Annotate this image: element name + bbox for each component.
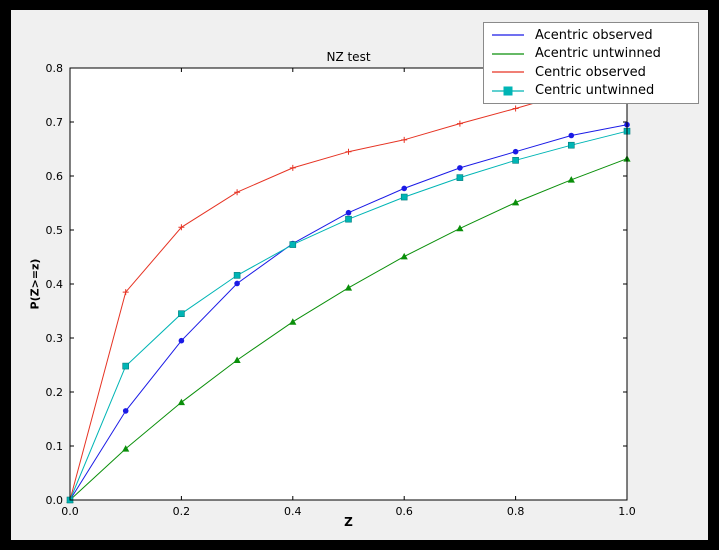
x-tick-label: 0.6 bbox=[395, 505, 413, 518]
legend-item-acentric-untwinned: Acentric untwinned bbox=[490, 45, 692, 63]
circle-marker-icon bbox=[512, 148, 519, 155]
x-axis-label: Z bbox=[344, 515, 353, 529]
plot-area: 0.0 0.2 0.4 0.6 0.8 1.0 0.0 0.1 0.2 0.3 0.4 0.5 0.6 0… bbox=[46, 62, 636, 518]
y-tick-label: 0.2 bbox=[46, 386, 64, 399]
triangle-marker-icon bbox=[400, 252, 408, 260]
plus-marker-icon bbox=[234, 189, 241, 196]
square-marker-icon bbox=[233, 272, 241, 279]
y-tick-label: 0.5 bbox=[46, 224, 64, 237]
plus-marker-icon bbox=[512, 105, 519, 112]
square-marker-icon bbox=[178, 310, 185, 318]
plus-marker-icon bbox=[401, 136, 408, 143]
legend-label: Acentric observed bbox=[535, 27, 653, 43]
y-tick-label: 0.6 bbox=[46, 170, 64, 183]
legend-label: Centric untwinned bbox=[535, 83, 655, 99]
figure: 0.0 0.2 0.4 0.6 0.8 1.0 0.0 0.1 0.2 0.3 0.4 0.5 0.6 0… bbox=[11, 10, 708, 540]
plus-marker-icon bbox=[178, 224, 185, 231]
axes-frame bbox=[69, 67, 628, 501]
circle-marker-icon bbox=[401, 185, 408, 192]
plus-marker-icon bbox=[456, 120, 463, 127]
triangle-marker-icon bbox=[344, 284, 353, 291]
y-tick-label: 0.8 bbox=[46, 62, 64, 75]
triangle-marker-icon bbox=[122, 445, 130, 452]
x-tick-label: 0.2 bbox=[173, 505, 191, 518]
y-tick-label: 0.4 bbox=[46, 278, 64, 291]
triangle-marker-icon bbox=[289, 318, 297, 325]
triangle-marker-icon bbox=[456, 224, 464, 232]
y-tick-label: 0.0 bbox=[46, 494, 64, 507]
circle-marker-icon bbox=[568, 132, 575, 139]
circle-marker-icon bbox=[234, 280, 240, 287]
square-marker-icon bbox=[456, 174, 464, 181]
square-marker-icon bbox=[512, 157, 519, 164]
x-tick-label: 0.8 bbox=[507, 505, 525, 518]
series-centric-untwinned bbox=[66, 127, 631, 504]
series-acentric-untwinned bbox=[66, 155, 631, 503]
x-tick-label: 1.0 bbox=[618, 505, 636, 518]
legend-sample-line bbox=[492, 53, 524, 55]
triangle-marker-icon bbox=[233, 356, 241, 364]
x-tick-label: 0.0 bbox=[61, 505, 79, 518]
y-tick-label: 0.1 bbox=[46, 440, 64, 453]
triangle-marker-icon bbox=[177, 398, 185, 406]
legend-item-acentric-observed: Acentric observed bbox=[490, 26, 692, 44]
plus-marker-icon bbox=[289, 164, 296, 171]
circle-marker-icon bbox=[178, 337, 185, 344]
legend: Acentric observed Acentric untwinned Cen… bbox=[483, 22, 699, 104]
plus-marker-icon bbox=[122, 289, 129, 296]
axes-background bbox=[70, 68, 627, 500]
chart-title: NZ test bbox=[326, 50, 371, 64]
square-marker-icon bbox=[289, 241, 297, 248]
plus-marker-icon bbox=[345, 148, 352, 155]
legend-sample-line bbox=[492, 71, 524, 73]
legend-label: Acentric untwinned bbox=[535, 46, 661, 62]
square-marker-icon bbox=[400, 193, 408, 201]
legend-label: Centric observed bbox=[535, 64, 646, 80]
legend-item-centric-observed: Centric observed bbox=[490, 63, 692, 81]
square-marker-icon bbox=[345, 215, 352, 223]
circle-marker-icon bbox=[122, 408, 129, 414]
square-marker-icon bbox=[567, 141, 575, 149]
triangle-marker-icon bbox=[567, 176, 575, 183]
square-marker-icon bbox=[122, 362, 129, 370]
circle-marker-icon bbox=[345, 209, 352, 216]
triangle-marker-icon bbox=[512, 198, 520, 206]
y-tick-label: 0.3 bbox=[46, 332, 64, 345]
square-marker-icon bbox=[503, 86, 513, 96]
legend-sample-line-with-square-marker bbox=[492, 86, 524, 96]
y-axis-label: P(Z>=z) bbox=[28, 258, 42, 310]
y-tick-label: 0.7 bbox=[46, 116, 64, 129]
circle-marker-icon bbox=[457, 165, 463, 171]
legend-sample-line bbox=[492, 34, 524, 36]
legend-item-centric-untwinned: Centric untwinned bbox=[490, 82, 692, 100]
x-tick-label: 0.4 bbox=[284, 505, 302, 518]
